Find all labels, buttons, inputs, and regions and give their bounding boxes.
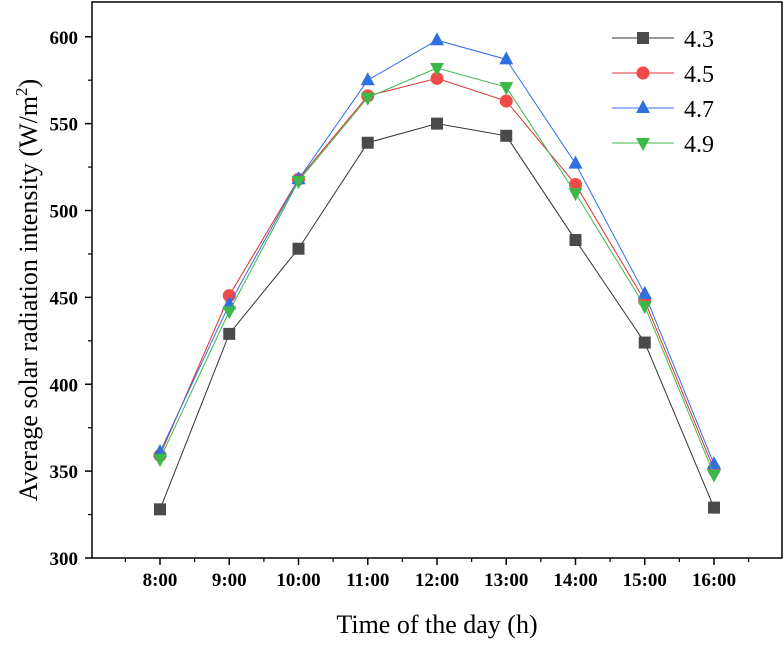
data-point (361, 136, 374, 149)
y-tick-label: 300 (50, 549, 79, 570)
legend-item: 4.5 (612, 62, 714, 88)
data-point (292, 242, 305, 255)
x-tick-label: 9:00 (212, 570, 247, 591)
data-point (500, 129, 513, 142)
data-point (568, 188, 583, 202)
legend-marker (636, 100, 650, 113)
data-point (430, 71, 444, 85)
y-tick-label: 400 (50, 375, 79, 396)
legend-item: 4.9 (612, 132, 714, 158)
x-tick-label: 8:00 (143, 570, 178, 591)
data-point (222, 306, 237, 320)
series-line (159, 39, 715, 465)
series-4-5 (153, 71, 721, 476)
y-axis-title-superscript: 2 (12, 87, 31, 96)
series-line (159, 123, 715, 510)
data-point (499, 94, 513, 108)
data-point (638, 336, 651, 349)
plot-frame (91, 1, 783, 559)
y-axis-title-main: Average solar radiation intensity (W/m (14, 96, 43, 501)
data-point (569, 234, 582, 247)
series-4-3 (154, 117, 720, 516)
legend-label: 4.5 (684, 62, 714, 88)
data-point (499, 82, 514, 96)
series-line (159, 77, 715, 470)
data-point (708, 501, 720, 514)
y-tick-label: 550 (50, 115, 79, 136)
x-tick-label: 10:00 (276, 570, 320, 591)
y-axis-title: Average solar radiation intensity (W/m2) (12, 79, 43, 501)
series-group (153, 32, 721, 516)
data-point (360, 72, 375, 86)
series-4-7 (153, 32, 721, 470)
data-point (430, 63, 444, 77)
legend-marker (636, 66, 650, 80)
legend-item: 4.3 (612, 27, 714, 53)
data-point (431, 117, 443, 130)
data-point (153, 453, 167, 467)
x-axis-title: Time of the day (h) (336, 610, 537, 639)
legend-label: 4.3 (684, 27, 714, 53)
data-point (637, 301, 652, 315)
legend-marker (636, 138, 650, 151)
data-point (223, 327, 236, 340)
legend-label: 4.7 (684, 97, 714, 123)
data-point (153, 444, 167, 458)
y-tick-label: 450 (50, 288, 79, 309)
axes (85, 1, 783, 565)
x-tick-label: 11:00 (346, 570, 389, 591)
tick-labels: 300 350 400 450 500 550 600 8:00 9:00 10:00 11:00 1… (50, 28, 737, 591)
data-point (360, 92, 375, 106)
x-tick-label: 13:00 (484, 570, 528, 591)
y-tick-label: 350 (50, 462, 79, 483)
data-point (568, 155, 583, 169)
series-4-9 (153, 63, 721, 483)
x-tick-label: 12:00 (415, 570, 459, 591)
data-point (154, 503, 166, 516)
legend: 4.3 4.5 4.7 4.9 (612, 27, 714, 158)
legend-marker (637, 32, 649, 44)
x-tick-label: 14:00 (553, 570, 597, 591)
legend-item: 4.7 (612, 97, 714, 123)
x-tick-label: 15:00 (623, 570, 667, 591)
y-tick-label: 500 (50, 202, 79, 223)
data-point (499, 51, 514, 65)
data-point (430, 32, 444, 46)
legend-label: 4.9 (684, 132, 714, 158)
y-tick-label: 600 (50, 28, 79, 49)
data-point (707, 469, 721, 483)
y-axis-title-close: ) (14, 79, 43, 88)
data-point (637, 285, 652, 299)
x-tick-label: 16:00 (692, 570, 736, 591)
data-point (291, 175, 306, 189)
data-point (222, 296, 237, 310)
